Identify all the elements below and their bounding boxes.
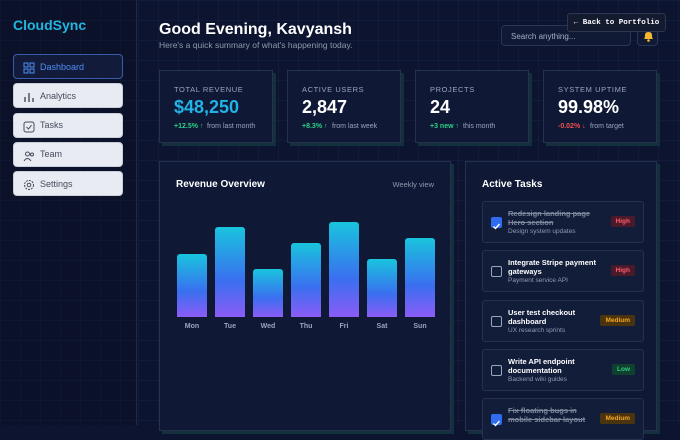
checkbox[interactable]	[491, 217, 502, 230]
stat-card: PROJECTS 24 +3 new ↑ this month	[415, 70, 529, 143]
task-card[interactable]: Redesign landing page Hero section Design…	[482, 201, 644, 243]
back-button[interactable]: ← Back to Portfolio	[567, 13, 666, 32]
greeting: Good Evening, Kavyansh	[159, 21, 352, 38]
nav-icon	[24, 180, 34, 191]
stat-label: PROJECTS	[430, 85, 475, 94]
task-card[interactable]: User test checkout dashboard UX research …	[482, 299, 644, 342]
priority-badge: High	[610, 265, 635, 277]
nav-icon	[24, 93, 34, 103]
stat-card: TOTAL REVENUE $48,250 +12.5% ↑ from last mo…	[159, 70, 273, 143]
stat-note: from last month	[207, 123, 256, 130]
nav-icon	[23, 151, 34, 162]
nav-label: Dashboard	[40, 61, 85, 72]
priority-badge: Low	[612, 363, 635, 375]
task-card[interactable]: Write API endpoint documentation Backend …	[482, 348, 644, 391]
nav-label: Tasks	[40, 120, 64, 131]
nav-item[interactable]: Tasks	[13, 112, 123, 138]
brand: CloudSync	[13, 17, 87, 33]
task-subtitle: UX research sprints	[508, 326, 566, 334]
checkbox[interactable]	[491, 414, 502, 427]
bar	[253, 269, 283, 317]
x-tick-label: Fri	[339, 323, 349, 330]
nav-label: Team	[40, 149, 63, 160]
task-card[interactable]: Fix floating bugs in mobile sidebar layo…	[482, 398, 644, 440]
stat-value: $48,250	[174, 97, 240, 117]
stat-label: TOTAL REVENUE	[174, 85, 244, 94]
priority-badge: Medium	[600, 314, 635, 326]
stat-note: from last week	[332, 123, 378, 130]
stat-change: +3 new ↑	[430, 123, 459, 130]
stat-card: SYSTEM UPTIME 99.98% -0.02% ↓ from target	[543, 70, 657, 143]
task-subtitle: Design system updates	[508, 228, 576, 235]
x-tick-label: Sun	[413, 323, 427, 330]
revenue-panel: Revenue Overview Weekly view Mon Tue Wed Th…	[159, 161, 451, 431]
nav-icon	[23, 121, 35, 133]
nav-item[interactable]: Team	[13, 141, 123, 167]
task-title: Integrate Stripe payment gateways	[508, 258, 596, 277]
task-title: Write API endpoint documentation	[508, 356, 575, 375]
stat-label: ACTIVE USERS	[302, 85, 365, 94]
x-tick-label: Mon	[184, 323, 200, 330]
task-title: User test checkout dashboard	[508, 307, 576, 326]
check	[493, 420, 501, 427]
task-title: Redesign landing page Hero section	[508, 209, 591, 227]
stat-value: 99.98%	[558, 97, 620, 117]
stat-card: ACTIVE USERS 2,847 +8.3% ↑ from last week	[287, 70, 401, 143]
task-subtitle: Backend wiki guides	[508, 375, 567, 383]
stat-value: 24	[430, 97, 451, 117]
bell-icon	[644, 32, 653, 42]
checkbox[interactable]	[491, 266, 502, 278]
check	[493, 223, 501, 230]
stat-note: from target	[590, 123, 624, 130]
stat-change: -0.02% ↓	[558, 123, 586, 130]
nav-icon	[23, 62, 35, 74]
x-tick-label: Wed	[260, 323, 276, 330]
sidebar: CloudSync Dashboard Analytics Tasks Team Set…	[0, 0, 137, 425]
stat-change: +8.3% ↑	[302, 123, 328, 130]
nav-item[interactable]: Analytics	[13, 83, 123, 109]
nav-label: Analytics	[40, 90, 77, 101]
x-tick-label: Sat	[376, 323, 388, 330]
subtitle: Here's a quick summary of what's happeni…	[159, 40, 353, 50]
tasks-panel: Active Tasks Redesign landing page Hero …	[465, 161, 657, 440]
panel-title: Revenue Overview	[176, 179, 265, 190]
checkbox[interactable]	[491, 315, 502, 327]
bar	[291, 243, 321, 317]
nav-item[interactable]: Settings	[13, 171, 123, 197]
bar	[177, 254, 207, 317]
task-subtitle: Payment service API	[508, 277, 568, 285]
task-card[interactable]: Integrate Stripe payment gateways Payment…	[482, 250, 644, 293]
priority-badge: Medium	[600, 413, 635, 425]
nav-item[interactable]: Dashboard	[13, 54, 123, 79]
bar	[215, 227, 245, 317]
x-tick-label: Thu	[299, 323, 313, 330]
task-title: Fix floating bugs in mobile sidebar layo…	[508, 406, 586, 425]
bar	[329, 222, 359, 317]
stat-change: +12.5% ↑	[174, 123, 204, 130]
panel-title: Active Tasks	[482, 179, 543, 190]
nav-label: Settings	[40, 178, 73, 189]
period: Weekly view	[392, 180, 434, 189]
priority-badge: High	[610, 216, 635, 227]
bar	[405, 238, 435, 317]
stat-note: this month	[463, 123, 496, 130]
stat-label: SYSTEM UPTIME	[558, 85, 628, 94]
stat-value: 2,847	[302, 97, 348, 117]
bar	[367, 259, 397, 317]
checkbox[interactable]	[491, 364, 502, 376]
x-tick-label: Tue	[224, 323, 236, 330]
